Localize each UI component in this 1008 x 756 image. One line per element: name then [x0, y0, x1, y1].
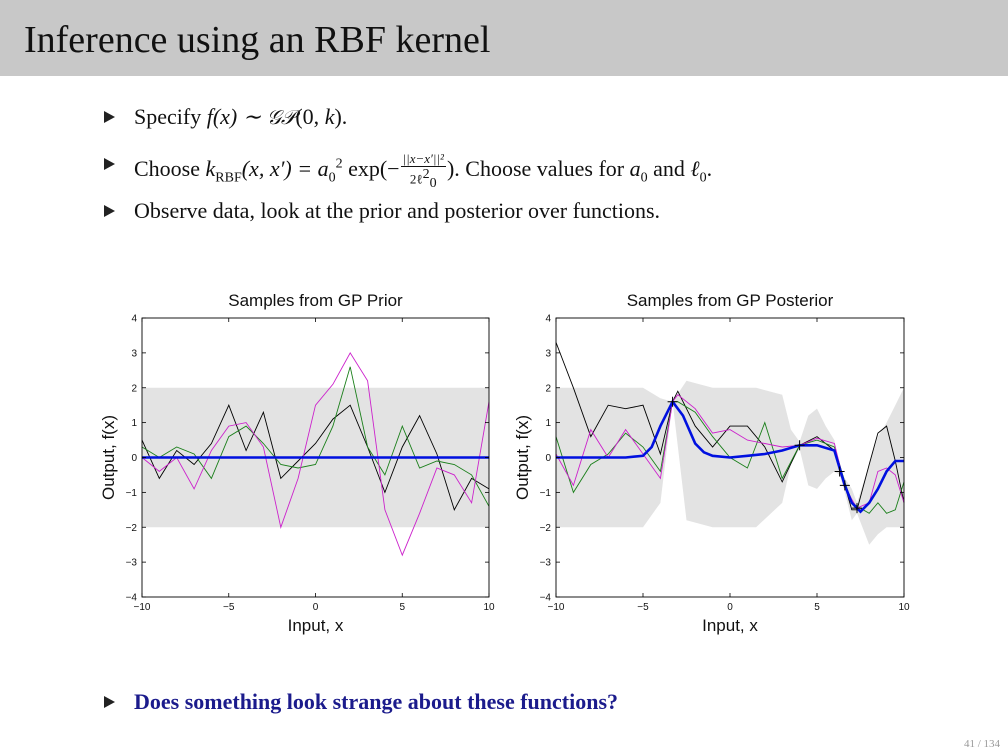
y-tick-label: 2: [131, 383, 137, 394]
chart-title: Samples from GP Prior: [228, 291, 403, 310]
sample-function-3: [555, 394, 905, 509]
observation-marker: [667, 396, 678, 407]
x-tick-label: 0: [313, 602, 319, 613]
chart-title: Samples from GP Posterior: [627, 291, 834, 310]
y-tick-label: −1: [540, 488, 552, 499]
y-tick-label: 1: [131, 418, 137, 429]
x-tick-label: 10: [483, 602, 495, 613]
bullet-triangle-icon: [104, 158, 115, 170]
x-tick-label: −5: [637, 602, 649, 613]
x-tick-label: 0: [727, 602, 733, 613]
y-tick-label: −4: [126, 593, 138, 604]
y-tick-label: −2: [126, 523, 138, 534]
x-tick-label: 10: [898, 602, 910, 613]
x-tick-label: −5: [223, 602, 235, 613]
x-axis-label: Input, x: [702, 616, 758, 635]
bullet-triangle-icon: [104, 205, 115, 217]
y-tick-label: 1: [545, 418, 551, 429]
uncertainty-band: [556, 380, 904, 545]
y-tick-label: 2: [545, 383, 551, 394]
y-tick-label: 4: [545, 314, 551, 325]
slide-title: Inference using an RBF kernel: [24, 19, 491, 61]
x-tick-label: −10: [548, 602, 565, 613]
y-axis-label: Output, f(x): [513, 415, 532, 500]
bullet-triangle-icon: [104, 696, 115, 708]
y-tick-label: 4: [131, 314, 137, 325]
y-tick-label: 3: [545, 348, 551, 359]
x-tick-label: −10: [134, 602, 151, 613]
x-axis-label: Input, x: [288, 616, 344, 635]
sample-function-3: [141, 352, 490, 557]
y-tick-label: −2: [540, 523, 552, 534]
page-number: 41 / 134: [963, 738, 1000, 750]
observation-marker: [839, 480, 850, 491]
y-tick-label: 3: [131, 348, 137, 359]
x-tick-label: 5: [814, 602, 820, 613]
bullet-triangle-icon: [104, 111, 115, 123]
mean-function: [556, 399, 904, 514]
y-tick-label: −1: [126, 488, 138, 499]
y-tick-label: 0: [131, 453, 137, 464]
x-tick-label: 5: [399, 602, 405, 613]
title-bar: Inference using an RBF kernel: [0, 0, 1008, 76]
sample-function-2: [141, 366, 490, 507]
kernel-fraction: ||x−x′||² 2ℓ20: [400, 151, 446, 191]
y-tick-label: −3: [540, 558, 552, 569]
observation-marker: [834, 466, 845, 477]
observation-marker: [852, 503, 863, 514]
y-tick-label: 0: [545, 453, 551, 464]
observation-marker: [794, 440, 805, 451]
sample-function-1: [555, 342, 905, 511]
y-tick-label: −4: [540, 593, 552, 604]
y-axis-label: Output, f(x): [99, 415, 118, 500]
y-tick-label: −3: [126, 558, 138, 569]
